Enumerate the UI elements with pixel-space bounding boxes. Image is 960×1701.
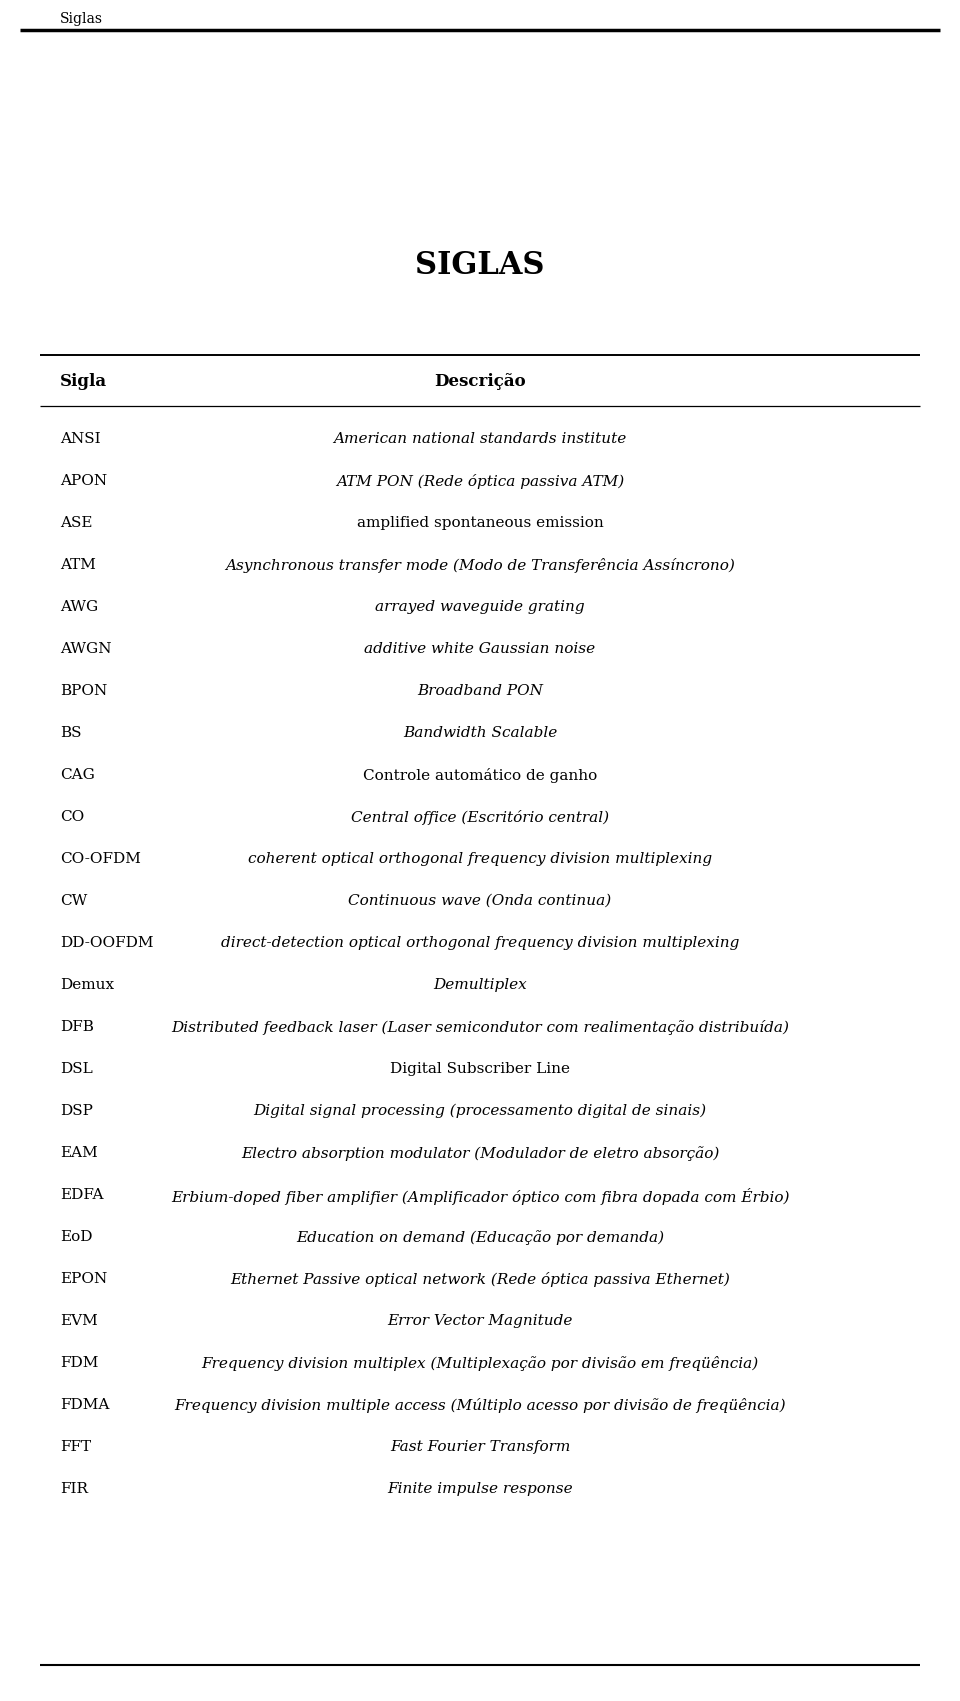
Text: direct-detection optical orthogonal frequency division multiplexing: direct-detection optical orthogonal freq… bbox=[221, 936, 739, 949]
Text: SIGLAS: SIGLAS bbox=[416, 250, 544, 281]
Text: CO-OFDM: CO-OFDM bbox=[60, 852, 141, 866]
Text: Frequency division multiple access (Múltiplo acesso por divisão de freqüência): Frequency division multiple access (Múlt… bbox=[174, 1398, 786, 1414]
Text: ANSI: ANSI bbox=[60, 432, 101, 446]
Text: Digital signal processing (processamento digital de sinais): Digital signal processing (processamento… bbox=[253, 1104, 707, 1118]
Text: EPON: EPON bbox=[60, 1272, 108, 1286]
Text: Controle automático de ganho: Controle automático de ganho bbox=[363, 767, 597, 782]
Text: DSL: DSL bbox=[60, 1061, 93, 1077]
Text: Siglas: Siglas bbox=[60, 12, 103, 26]
Text: Demux: Demux bbox=[60, 978, 114, 992]
Text: Education on demand (Educação por demanda): Education on demand (Educação por demand… bbox=[296, 1230, 664, 1245]
Text: Bandwidth Scalable: Bandwidth Scalable bbox=[403, 726, 557, 740]
Text: ATM: ATM bbox=[60, 558, 96, 572]
Text: DFB: DFB bbox=[60, 1021, 94, 1034]
Text: ATM PON (Rede óptica passiva ATM): ATM PON (Rede óptica passiva ATM) bbox=[336, 475, 624, 488]
Text: EAM: EAM bbox=[60, 1146, 98, 1160]
Text: Descrição: Descrição bbox=[434, 373, 526, 390]
Text: Erbium-doped fiber amplifier (Amplificador óptico com fibra dopada com Érbio): Erbium-doped fiber amplifier (Amplificad… bbox=[171, 1187, 789, 1204]
Text: CO: CO bbox=[60, 810, 84, 823]
Text: Distributed feedback laser (Laser semicondutor com realimentação distribuída): Distributed feedback laser (Laser semico… bbox=[171, 1021, 789, 1034]
Text: Sigla: Sigla bbox=[60, 373, 108, 390]
Text: coherent optical orthogonal frequency division multiplexing: coherent optical orthogonal frequency di… bbox=[248, 852, 712, 866]
Text: Demultiplex: Demultiplex bbox=[433, 978, 527, 992]
Text: FDMA: FDMA bbox=[60, 1398, 109, 1412]
Text: amplified spontaneous emission: amplified spontaneous emission bbox=[356, 515, 604, 531]
Text: DSP: DSP bbox=[60, 1104, 93, 1118]
Text: Ethernet Passive optical network (Rede óptica passiva Ethernet): Ethernet Passive optical network (Rede ó… bbox=[230, 1272, 730, 1288]
Text: ASE: ASE bbox=[60, 515, 92, 531]
Text: CAG: CAG bbox=[60, 767, 95, 782]
Text: American national standards institute: American national standards institute bbox=[333, 432, 627, 446]
Text: FFT: FFT bbox=[60, 1441, 91, 1454]
Text: AWG: AWG bbox=[60, 600, 98, 614]
Text: Broadband PON: Broadband PON bbox=[417, 684, 543, 697]
Text: arrayed waveguide grating: arrayed waveguide grating bbox=[375, 600, 585, 614]
Text: EVM: EVM bbox=[60, 1313, 98, 1328]
Text: BS: BS bbox=[60, 726, 82, 740]
Text: Frequency division multiplex (Multiplexação por divisão em freqüência): Frequency division multiplex (Multiplexa… bbox=[202, 1356, 758, 1371]
Text: Asynchronous transfer mode (Modo de Transferência Assíncrono): Asynchronous transfer mode (Modo de Tran… bbox=[225, 558, 735, 573]
Text: Central office (Escritório central): Central office (Escritório central) bbox=[351, 810, 609, 825]
Text: CW: CW bbox=[60, 895, 87, 908]
Text: FDM: FDM bbox=[60, 1356, 98, 1369]
Text: Digital Subscriber Line: Digital Subscriber Line bbox=[390, 1061, 570, 1077]
Text: EDFA: EDFA bbox=[60, 1187, 104, 1203]
Text: EoD: EoD bbox=[60, 1230, 92, 1243]
Text: Fast Fourier Transform: Fast Fourier Transform bbox=[390, 1441, 570, 1454]
Text: DD-OOFDM: DD-OOFDM bbox=[60, 936, 154, 949]
Text: additive white Gaussian noise: additive white Gaussian noise bbox=[365, 641, 595, 657]
Text: Error Vector Magnitude: Error Vector Magnitude bbox=[387, 1313, 573, 1328]
Text: Continuous wave (Onda continua): Continuous wave (Onda continua) bbox=[348, 895, 612, 908]
Text: Finite impulse response: Finite impulse response bbox=[387, 1482, 573, 1495]
Text: Electro absorption modulator (Modulador de eletro absorção): Electro absorption modulator (Modulador … bbox=[241, 1146, 719, 1160]
Text: AWGN: AWGN bbox=[60, 641, 111, 657]
Text: BPON: BPON bbox=[60, 684, 108, 697]
Text: FIR: FIR bbox=[60, 1482, 88, 1495]
Text: APON: APON bbox=[60, 475, 108, 488]
